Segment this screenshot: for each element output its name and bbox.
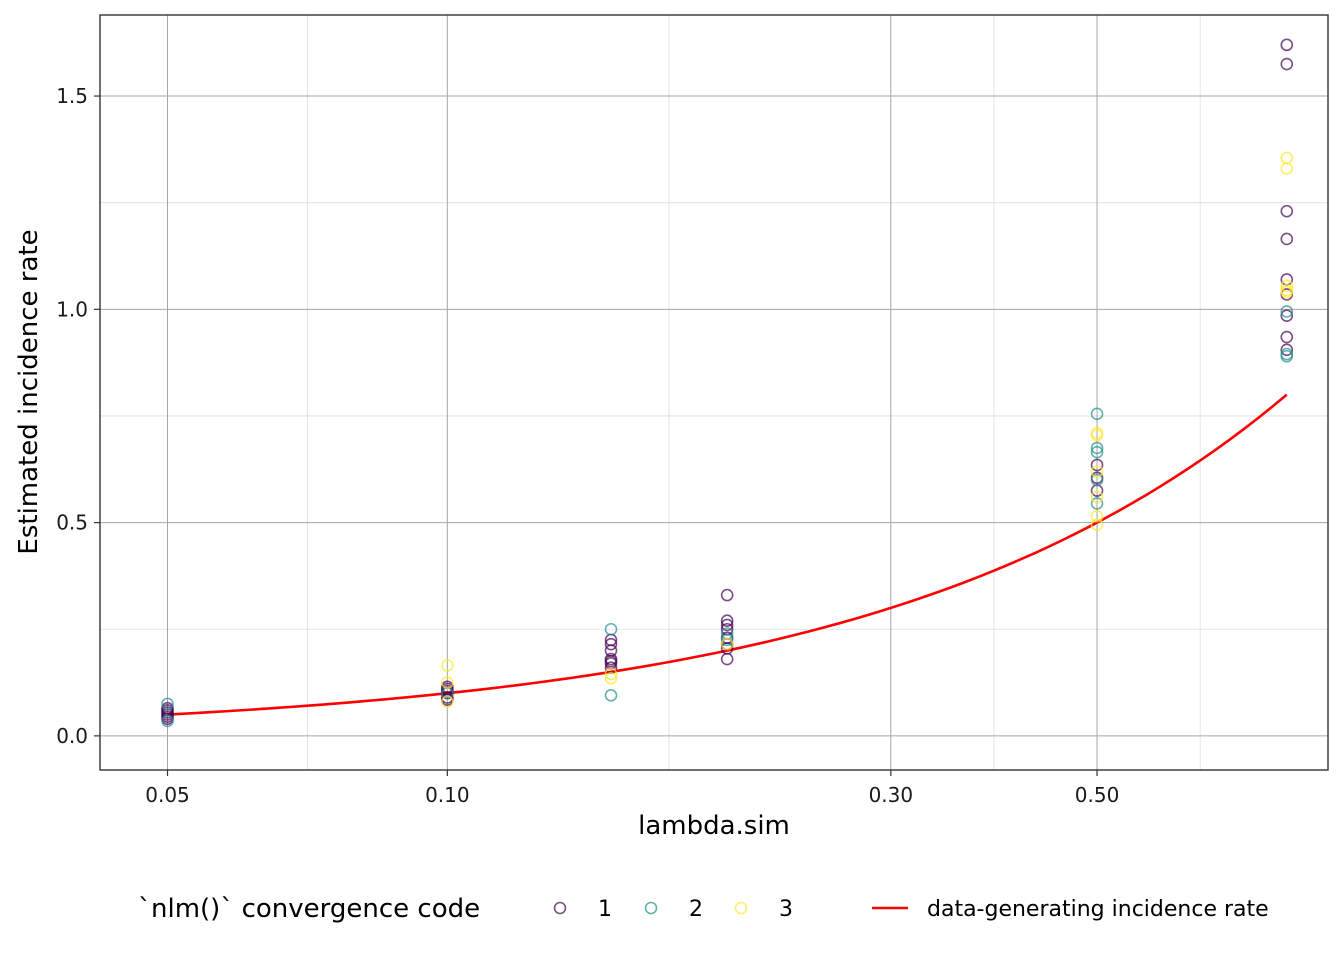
data-point-code-1	[720, 588, 734, 602]
data-point-code-1	[1280, 57, 1294, 71]
data-point-code-2	[1090, 497, 1104, 510]
x-tick-label: 0.50	[1075, 783, 1120, 807]
data-point-code-2	[1090, 445, 1104, 459]
data-point-code-1	[720, 652, 734, 666]
data-point-code-2	[1090, 473, 1104, 487]
y-tick-label: 0.0	[56, 724, 88, 748]
legend-key-3	[734, 901, 748, 915]
data-point-code-1	[1280, 343, 1294, 357]
data-point-code-1	[604, 637, 618, 651]
data-point-code-3	[441, 659, 454, 672]
data-point-code-2	[1090, 407, 1104, 421]
y-tick-label: 0.5	[56, 511, 88, 535]
data-point-code-1	[720, 618, 734, 632]
data-point-code-2	[161, 714, 174, 728]
y-axis: 0.0 0.5 1.0 1.5	[56, 84, 100, 748]
legend-label-1: 1	[598, 897, 612, 922]
data-point-code-3	[441, 676, 454, 689]
legend-key-1	[553, 901, 567, 915]
data-point-code-1	[1280, 309, 1294, 323]
data-point-code-2	[604, 622, 618, 636]
legend-label-3: 3	[779, 897, 793, 922]
data-point-code-3	[1090, 509, 1104, 523]
data-point-code-1	[720, 614, 734, 628]
legend-line-label: data-generating incidence rate	[927, 897, 1269, 922]
legend: `nlm()` convergence code 1 2 3 data-gene…	[138, 894, 1269, 924]
data-point-code-2	[604, 689, 618, 702]
grid-major	[100, 15, 1328, 770]
y-axis-title: Estimated incidence rate	[14, 229, 44, 554]
data-point-code-2	[1280, 305, 1294, 318]
points-layer	[161, 38, 1294, 728]
grid-minor	[100, 15, 1328, 770]
data-point-code-3	[1280, 285, 1294, 299]
legend-key-2	[644, 901, 658, 915]
x-tick-label: 0.05	[145, 783, 190, 807]
x-tick-label: 0.30	[869, 783, 914, 807]
data-point-code-2	[1280, 349, 1294, 363]
data-point-code-3	[1090, 518, 1104, 532]
y-tick-label: 1.5	[56, 84, 88, 108]
legend-title: `nlm()` convergence code	[138, 894, 480, 924]
data-point-code-2	[720, 633, 734, 647]
plot-panel	[100, 15, 1328, 770]
data-point-code-3	[604, 671, 618, 685]
data-point-code-1	[1280, 330, 1294, 344]
legend-label-2: 2	[689, 897, 703, 922]
plot-border	[99, 14, 1329, 771]
data-point-code-1	[1280, 204, 1294, 218]
data-point-code-3	[1090, 490, 1104, 504]
data-point-code-3	[441, 695, 454, 709]
x-axis-title: lambda.sim	[638, 811, 790, 841]
data-point-code-1	[1280, 38, 1294, 52]
data-point-code-3	[1090, 428, 1104, 442]
x-tick-label: 0.10	[425, 783, 470, 807]
data-point-code-3	[1280, 279, 1294, 293]
data-point-code-3	[604, 667, 618, 681]
data-point-code-3	[1280, 162, 1294, 175]
data-point-code-3	[1090, 465, 1104, 478]
data-point-code-3	[720, 637, 734, 651]
x-axis: 0.05 0.10 0.30 0.50	[145, 770, 1119, 807]
data-point-code-1	[1090, 458, 1104, 472]
data-point-code-2	[161, 697, 174, 711]
data-point-code-1	[1280, 232, 1294, 246]
data-point-code-2	[1090, 441, 1104, 455]
y-tick-label: 1.0	[56, 297, 88, 321]
